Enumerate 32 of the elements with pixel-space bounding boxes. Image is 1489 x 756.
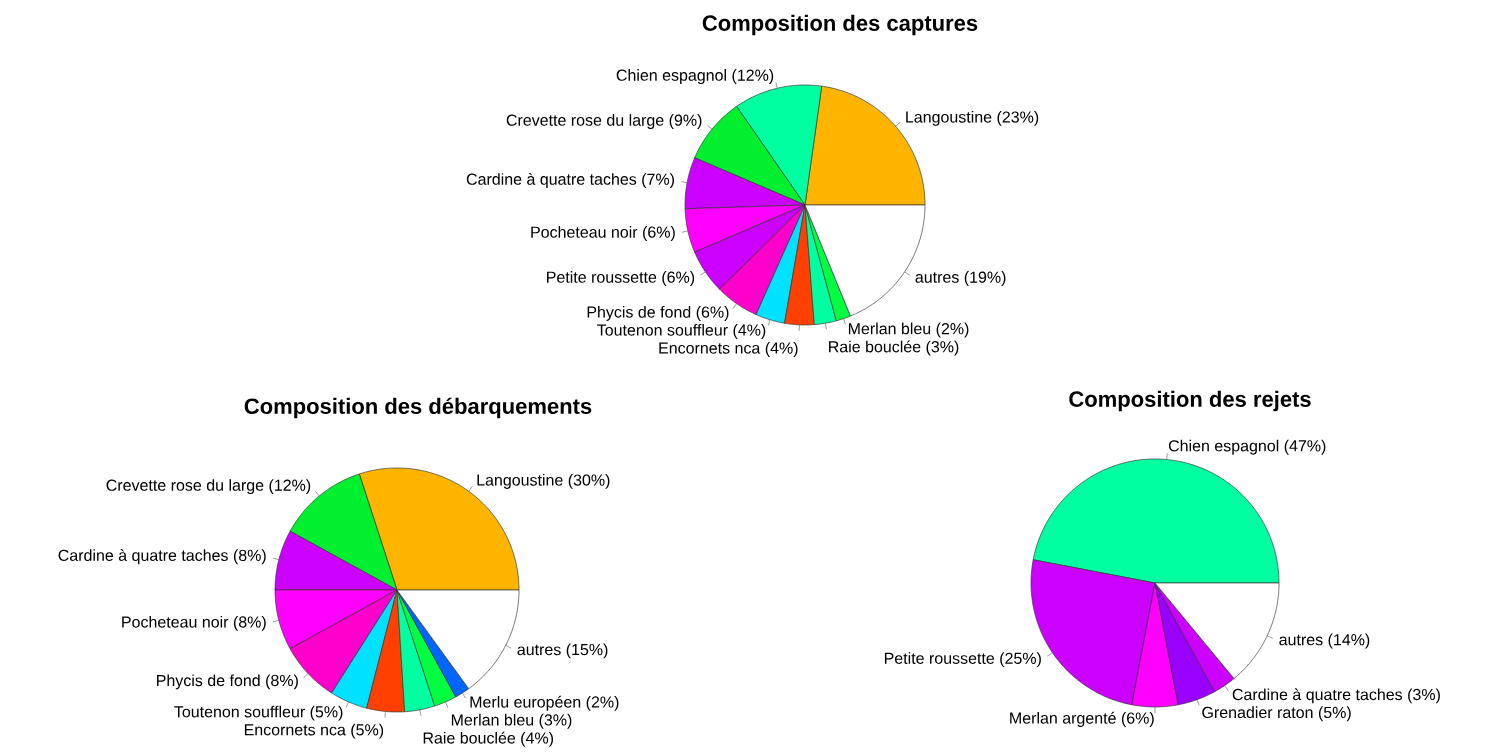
slice-label: Merlan argenté (6%): [1010, 711, 1154, 727]
slice-label: Chien espagnol (12%): [616, 69, 774, 85]
slice-label: Encornets nca (5%): [244, 723, 384, 739]
slice-label: Petite roussette (25%): [884, 652, 1041, 668]
slice-label: Cardine à quatre taches (8%): [58, 549, 266, 565]
chart-title: Composition des débarquements: [244, 397, 592, 419]
slice-label: Crevette rose du large (12%): [106, 479, 311, 495]
slice-label: Cardine à quatre taches (7%): [466, 172, 674, 189]
slice-label: Crevette rose du large (9%): [506, 114, 702, 129]
slice-label: Raie bouclée (4%): [423, 731, 553, 747]
chart-title: Composition des rejets: [1069, 390, 1311, 412]
slice-label: Langoustine (23%): [906, 110, 1039, 126]
slice-label: Toutenon souffleur (5%): [174, 705, 343, 721]
slice-label: Merlan bleu (2%): [848, 322, 969, 338]
slice-label: Encornets nca (4%): [659, 342, 798, 357]
slice-label: Raie bouclée (3%): [829, 340, 959, 356]
slice-label: Grenadier raton (5%): [1202, 706, 1351, 722]
slice-label: autres (19%): [915, 271, 1006, 286]
slice-label: Phycis de fond (6%): [587, 305, 729, 321]
slice-label: Toutenon souffleur (4%): [597, 324, 766, 339]
slice-label: autres (15%): [517, 643, 608, 659]
slice-label: Chien espagnol (47%): [1168, 439, 1326, 455]
slice-label: Cardine à quatre taches (3%): [1232, 688, 1440, 704]
slice-label: Langoustine (30%): [477, 473, 610, 489]
slice-label: Petite roussette (6%): [547, 271, 695, 286]
chart-title: Composition des captures: [702, 14, 978, 36]
slice-label: Pocheteau noir (6%): [531, 226, 675, 241]
slice-label: Merlan bleu (3%): [451, 713, 572, 729]
slice-label: autres (14%): [1279, 633, 1370, 649]
slice-label: Phycis de fond (8%): [157, 674, 298, 690]
slice-label: Pocheteau noir (8%): [122, 615, 266, 631]
slice-label: Merlu européen (2%): [470, 695, 619, 711]
